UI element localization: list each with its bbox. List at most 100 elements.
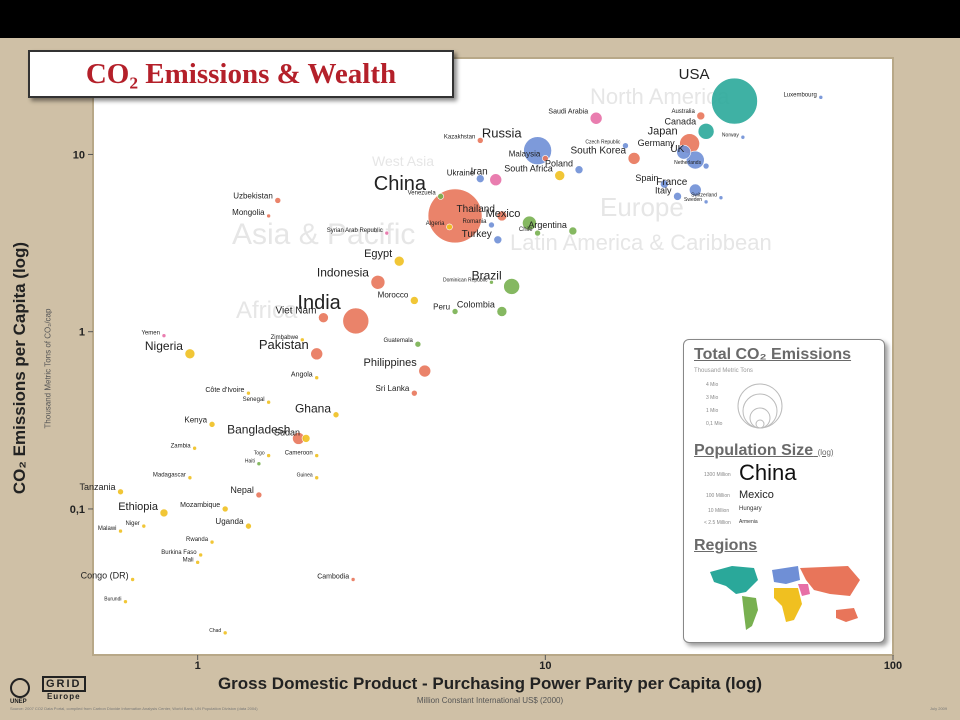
point-label: Switzerland <box>691 193 717 199</box>
legend-pop-size: 1300 Million <box>704 472 731 478</box>
data-point <box>209 539 215 545</box>
point-label: Thailand <box>457 204 495 215</box>
data-point <box>689 183 702 197</box>
y-tick-label: 1 <box>79 327 85 339</box>
data-point <box>740 134 746 140</box>
data-point <box>123 599 128 604</box>
point-label: Guatemala <box>384 338 414 344</box>
point-label: Venezuela <box>408 190 437 196</box>
point-label: Spain <box>635 173 658 183</box>
point-label: Viet Nam <box>275 306 316 317</box>
data-point <box>187 475 193 481</box>
x-axis-label: Gross Domestic Product - Purchasing Powe… <box>217 674 763 693</box>
data-point <box>300 337 305 343</box>
date-footnote: July 2009 <box>930 706 948 711</box>
point-label: India <box>297 292 341 314</box>
data-point <box>370 274 386 290</box>
point-label: Zambia <box>171 443 192 449</box>
point-label: Italy <box>655 185 672 195</box>
point-label: Zimbabwe <box>271 335 299 341</box>
data-point <box>496 306 508 317</box>
data-point <box>256 461 262 467</box>
point-label: Canada <box>665 116 697 126</box>
chart-title: CO₂ Emissions & Wealth <box>28 50 454 98</box>
europe-text: Europe <box>46 692 81 701</box>
point-label: Philippines <box>364 357 418 369</box>
region-watermarks: North America West Asia Europe Asia & Pacif… <box>232 84 772 324</box>
data-point <box>318 312 329 323</box>
data-points: USALuxembourgAustraliaCanadaNorwayJapanG… <box>79 66 824 636</box>
data-point <box>184 348 196 360</box>
point-label: Nepal <box>230 485 254 495</box>
world-map-icon <box>710 566 860 630</box>
point-label: Peru <box>433 303 450 312</box>
data-point <box>266 399 271 405</box>
region-watermark: Europe <box>600 192 684 222</box>
data-point <box>427 188 483 244</box>
data-point <box>446 223 453 231</box>
point-label: Kenya <box>184 415 207 424</box>
legend-emissions-sub: Thousand Metric Tons <box>694 368 753 374</box>
point-label: Norway <box>722 132 739 138</box>
legend-regions-title: Regions <box>694 537 758 554</box>
point-label: Luxembourg <box>783 92 816 98</box>
data-point <box>488 221 495 229</box>
legend-population-title: Population Size (log) <box>694 442 834 460</box>
data-point <box>676 144 691 160</box>
point-label: Angola <box>291 372 313 379</box>
legend-pop-name: Hungary <box>739 506 762 512</box>
point-label: Saudi Arabia <box>548 108 588 115</box>
data-point <box>161 333 167 338</box>
point-label: Syrian Arab Republic <box>327 228 383 234</box>
data-point <box>117 488 124 496</box>
point-label: Côte d'Ivoire <box>205 387 244 394</box>
data-point <box>222 630 228 636</box>
y-axis-label: CO₂ Emissions per Capita (log) <box>10 241 29 495</box>
data-point <box>476 137 484 144</box>
data-point <box>568 226 578 236</box>
point-label: Bangladesh <box>227 422 290 436</box>
point-label: Burundi <box>104 597 121 603</box>
point-label: Turkey <box>462 229 492 240</box>
data-point <box>418 364 432 378</box>
legend-emission-item: 4 Mio <box>706 382 719 388</box>
point-label: Cameroon <box>285 451 313 457</box>
data-point <box>274 197 282 204</box>
data-point <box>493 235 503 245</box>
point-label: Chile <box>519 227 533 233</box>
legend-pop-size: < 2.5 Million <box>704 520 731 526</box>
axes: 1 10 100 10 1 0,1 <box>70 149 902 672</box>
point-label: Argentina <box>528 220 567 230</box>
point-label: Rwanda <box>186 537 209 543</box>
data-point <box>314 475 320 481</box>
point-label: Tanzania <box>79 482 115 492</box>
data-point <box>314 375 320 381</box>
data-point <box>627 152 641 165</box>
point-label: Algeria <box>426 221 445 227</box>
data-point <box>118 528 123 534</box>
point-label: Uzbekistan <box>233 191 273 200</box>
point-label: Brazil <box>472 268 502 282</box>
point-label: Netherlands <box>674 160 701 166</box>
point-label: Ukraine <box>447 169 475 178</box>
point-label: Iran <box>470 167 487 178</box>
point-label: Malawi <box>98 526 117 532</box>
data-point <box>489 279 494 285</box>
point-label: Nigeria <box>145 339 183 353</box>
legend-population-log: (log) <box>817 448 834 457</box>
data-point <box>332 411 340 419</box>
y-axis-sublabel: Thousand Metric Tons of CO₂/cap <box>43 308 53 429</box>
data-point <box>503 278 520 295</box>
data-point <box>702 162 710 170</box>
data-point <box>622 142 629 150</box>
unep-logo: UNEP <box>10 678 30 705</box>
point-label: USA <box>679 66 710 83</box>
point-label: Burkina Faso <box>161 550 197 556</box>
data-point <box>314 453 320 458</box>
legend-pop-name: China <box>739 460 797 485</box>
globe-icon <box>10 678 30 698</box>
region-watermark: West Asia <box>372 153 434 169</box>
point-label: France <box>656 177 688 188</box>
legend-panel: Total CO₂ Emissions Thousand Metric Tons… <box>683 339 885 643</box>
data-point <box>697 123 715 140</box>
